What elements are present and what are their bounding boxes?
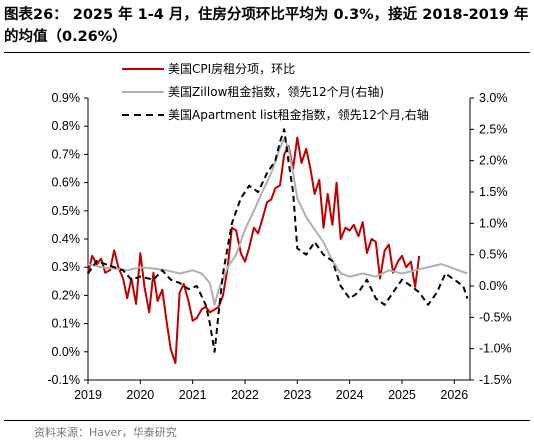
- y-right-tick-label: 0.5%: [479, 248, 508, 262]
- y-left-tick-label: 0.5%: [52, 204, 81, 218]
- y-left-tick-label: 0.6%: [52, 176, 81, 190]
- title-rule: [4, 52, 530, 53]
- y-right-tick-label: 2.5%: [479, 122, 508, 136]
- y-left-tick-label: 0.8%: [52, 119, 81, 133]
- source-note: 资料来源：Haver，华泰研究: [34, 426, 177, 439]
- legend-label-1: 美国CPI房租分项，环比: [168, 61, 295, 76]
- y-left-tick-label: 0.0%: [52, 345, 81, 359]
- y-left-tick-label: 0.2%: [52, 288, 81, 302]
- y-left-tick-label: 0.7%: [52, 147, 81, 161]
- x-tick-label: 2020: [126, 388, 154, 402]
- y-left-tick-label: -0.1%: [47, 373, 80, 387]
- series-line-2: [87, 137, 468, 306]
- y-left-tick-label: 0.9%: [52, 91, 81, 105]
- y-right-tick-label: 1.0%: [479, 216, 508, 230]
- footer-rule: [4, 420, 530, 421]
- y-left-tick-label: 0.3%: [52, 260, 81, 274]
- x-tick-label: 2024: [336, 388, 364, 402]
- y-left-tick-label: 0.4%: [52, 232, 81, 246]
- series-line-3: [87, 128, 469, 353]
- y-right-tick-label: 1.5%: [479, 185, 508, 199]
- y-right-tick-label: 2.0%: [479, 154, 508, 168]
- y-right-tick-label: -1.0%: [479, 342, 512, 356]
- legend-label-3: 美国Apartment list租金指数，领先12个月,右轴: [168, 107, 429, 122]
- x-tick-label: 2023: [283, 388, 311, 402]
- x-tick-label: 2021: [179, 388, 207, 402]
- x-tick-label: 2019: [74, 388, 102, 402]
- x-tick-label: 2025: [388, 388, 416, 402]
- y-right-tick-label: -1.5%: [479, 373, 512, 387]
- legend-label-2: 美国Zillow租金指数，领先12个月(右轴): [168, 84, 384, 99]
- y-right-tick-label: 3.0%: [479, 91, 508, 105]
- x-tick-label: 2026: [440, 388, 468, 402]
- y-left-tick-label: 0.1%: [52, 317, 81, 331]
- series-line-1: [87, 136, 421, 365]
- y-right-tick-label: -0.5%: [479, 310, 512, 324]
- figure-title: 图表26： 2025 年 1-4 月，住房分项环比平均为 0.3%，接近 201…: [4, 7, 529, 45]
- y-right-tick-label: 0.0%: [479, 279, 508, 293]
- x-tick-label: 2022: [231, 388, 259, 402]
